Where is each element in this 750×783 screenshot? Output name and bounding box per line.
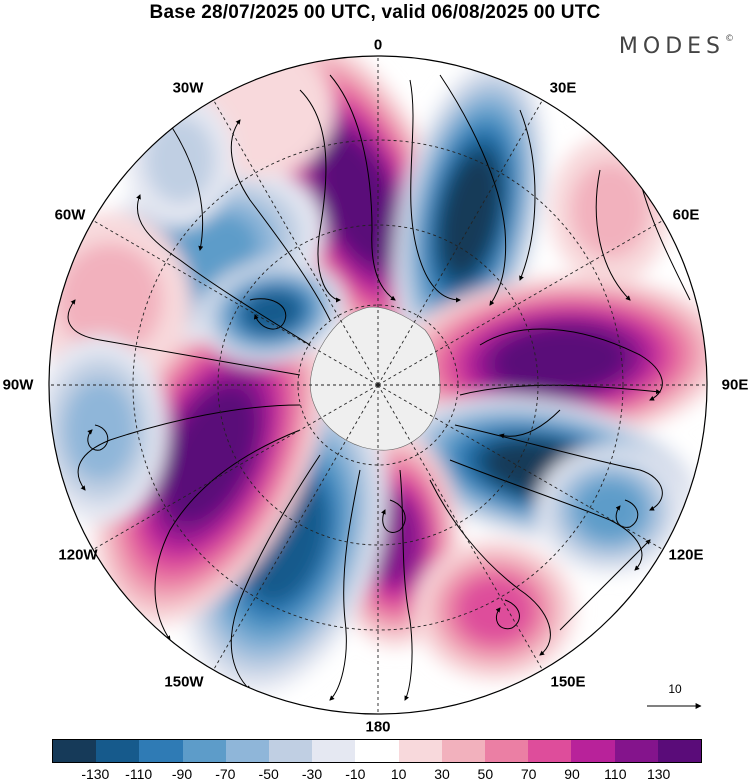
- streamline: [381, 499, 406, 533]
- streamline: [67, 299, 301, 376]
- streamline: [439, 74, 507, 306]
- colorbar-swatch: [355, 740, 399, 762]
- streamline: [299, 89, 341, 303]
- meridian-label-120w: 120W: [58, 546, 98, 564]
- colorbar-tick-label: -90: [171, 766, 193, 782]
- map-title: Base 28/07/2025 00 UTC, valid 06/08/2025…: [149, 2, 601, 23]
- streamline: [249, 298, 287, 330]
- colorbar-swatch: [96, 740, 140, 762]
- streamline: [87, 424, 109, 451]
- streamline: [449, 459, 643, 571]
- meridian-label-150w: 150W: [164, 673, 204, 691]
- colorbar-tick-label: 110: [604, 766, 627, 782]
- latitude-circle: [217, 224, 539, 546]
- streamline: [329, 74, 396, 301]
- streamline: [329, 469, 361, 701]
- meridian-line: [92, 220, 379, 386]
- graticule: [49, 56, 707, 714]
- colorbar-tick-label: 90: [564, 766, 580, 782]
- colorbar-swatch: [182, 740, 226, 762]
- colorbar-swatch: [571, 740, 615, 762]
- meridian-line: [213, 99, 379, 386]
- meridian-label-0: 0: [373, 36, 383, 54]
- streamline: [154, 429, 301, 641]
- streamline: [595, 169, 631, 301]
- streamline: [495, 599, 520, 630]
- colorbar-swatch: [398, 740, 442, 762]
- colorbar-swatch: [485, 740, 529, 762]
- meridian-label-60w: 60W: [54, 206, 86, 224]
- streamline: [429, 479, 551, 656]
- streamline: [638, 179, 691, 301]
- colorbar-swatch: [139, 740, 183, 762]
- meridian-line: [92, 384, 379, 550]
- meridian-label-180: 180: [365, 718, 391, 736]
- meridian-line: [377, 384, 664, 550]
- streamline: [499, 409, 561, 439]
- colorbar-swatch: [614, 740, 658, 762]
- colorbar-ticks: -130 -110 -90 -70 -50 -30 -10 10 30 50 70 90 110 130: [52, 766, 702, 783]
- colorbar-swatch: [441, 740, 486, 762]
- meridian-label-30w: 30W: [172, 79, 204, 97]
- streamline: [459, 384, 661, 396]
- map-border: [48, 55, 708, 715]
- colorbar-tick-label: 70: [520, 766, 537, 782]
- latitude-circle: [132, 139, 624, 631]
- colorbar-swatch: [528, 740, 572, 762]
- meridian-label-90w: 90W: [2, 376, 34, 394]
- colorbar: [52, 739, 702, 763]
- reference-vector-arrow: [647, 703, 702, 709]
- antarctica-land: [310, 306, 441, 451]
- colorbar-tick-label: 130: [646, 766, 671, 782]
- meridian-line: [377, 220, 664, 386]
- streamline: [77, 404, 301, 491]
- meridian-line: [377, 99, 543, 386]
- streamline: [409, 79, 461, 303]
- streamline: [399, 469, 413, 701]
- meridian-label-90e: 90E: [721, 376, 749, 394]
- streamline: [615, 499, 639, 528]
- colorbar-tick-label: 30: [434, 766, 450, 782]
- streamline: [230, 454, 321, 691]
- colorbar-swatch: [312, 740, 356, 762]
- colorbar-tick-label: -70: [215, 766, 236, 782]
- meridian-label-30e: 30E: [549, 79, 577, 97]
- colorbar-swatch: [269, 740, 313, 762]
- meridian-label-120e: 120E: [668, 546, 704, 564]
- colorbar-tick-label: -10: [345, 766, 366, 782]
- meridian-label-150e: 150E: [550, 673, 586, 691]
- colorbar-tick-label: -50: [258, 766, 279, 782]
- modes-logo: MODES©: [618, 34, 734, 59]
- meridian-label-60e: 60E: [672, 206, 700, 224]
- colorbar-tick-label: -110: [125, 766, 153, 782]
- colorbar-tick-label: -30: [301, 766, 323, 782]
- streamline: [559, 539, 651, 631]
- streamline: [136, 194, 311, 346]
- colorbar-tick-label: 50: [477, 766, 494, 782]
- meridian-line: [213, 384, 379, 671]
- streamline: [230, 119, 331, 321]
- streamlines: [67, 74, 691, 701]
- colorbar-swatch: [225, 740, 270, 762]
- latitude-circle: [297, 304, 459, 466]
- meridian-line: [377, 384, 543, 671]
- colorbar-swatch: [53, 740, 97, 762]
- colorbar-swatch: [657, 740, 702, 762]
- colorbar-tick-label: 10: [390, 766, 407, 782]
- reference-vector-label: 10: [668, 682, 682, 696]
- colorbar-tick-label: -130: [81, 766, 110, 782]
